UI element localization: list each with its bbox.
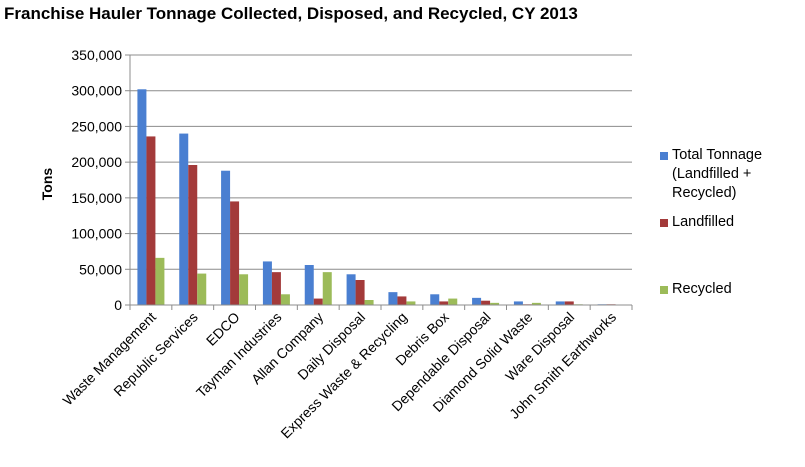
bar-total: [262, 261, 272, 305]
chart-title: Franchise Hauler Tonnage Collected, Disp…: [4, 4, 578, 23]
bar-total: [513, 301, 523, 305]
y-tick-label: 350,000: [71, 47, 122, 63]
y-tick-label: 300,000: [71, 83, 122, 99]
bar-total: [555, 301, 565, 305]
gridlines: [130, 54, 632, 270]
bar-recycled: [155, 257, 165, 305]
y-tick-label: 150,000: [71, 190, 122, 206]
bar-landfilled: [564, 301, 574, 305]
bar-landfilled: [439, 301, 449, 305]
legend-swatch-landfilled: [660, 219, 668, 227]
bar-recycled: [448, 298, 458, 305]
bar-total: [179, 133, 189, 305]
bar-total: [137, 89, 147, 306]
bar-recycled: [490, 302, 500, 305]
bar-total: [430, 294, 440, 305]
bar-recycled: [197, 273, 207, 305]
bar-recycled: [406, 301, 416, 305]
bar-landfilled: [481, 300, 491, 305]
bar-landfilled: [355, 280, 365, 305]
y-tick-label: 50,000: [79, 261, 122, 277]
bar-recycled: [531, 302, 541, 305]
bar-landfilled: [230, 201, 240, 305]
bar-landfilled: [146, 136, 156, 305]
y-tick-label: 100,000: [71, 226, 122, 242]
bar-total: [346, 274, 356, 305]
legend-swatch-total: [660, 152, 668, 160]
legend-label-landfilled: Landfilled: [672, 214, 735, 230]
bars: [137, 89, 625, 306]
x-tick-label: EDCO: [203, 309, 243, 349]
bar-total: [472, 297, 482, 305]
bar-total: [221, 170, 231, 305]
legend-label-total: Total Tonnage (Landfilled + Recycled): [672, 147, 763, 201]
bar-recycled: [239, 274, 249, 305]
y-tick-label: 200,000: [71, 154, 122, 170]
y-tick-label: 250,000: [71, 118, 122, 134]
legend-swatch-recycled: [660, 286, 668, 294]
x-tick-label: Allan Company: [248, 309, 326, 387]
axes: [125, 54, 633, 310]
y-axis-title: Tons: [39, 168, 55, 201]
bar-landfilled: [188, 165, 198, 305]
bar-total: [388, 292, 398, 305]
bar-landfilled: [313, 298, 323, 305]
y-tick-label: 0: [114, 297, 122, 313]
bar-landfilled: [271, 272, 281, 305]
bar-landfilled: [397, 296, 407, 305]
bar-recycled: [280, 294, 290, 305]
legend-label-recycled: Recycled: [672, 281, 732, 297]
bar-total: [304, 265, 314, 305]
bar-recycled: [322, 272, 332, 305]
bar-recycled: [364, 300, 374, 305]
